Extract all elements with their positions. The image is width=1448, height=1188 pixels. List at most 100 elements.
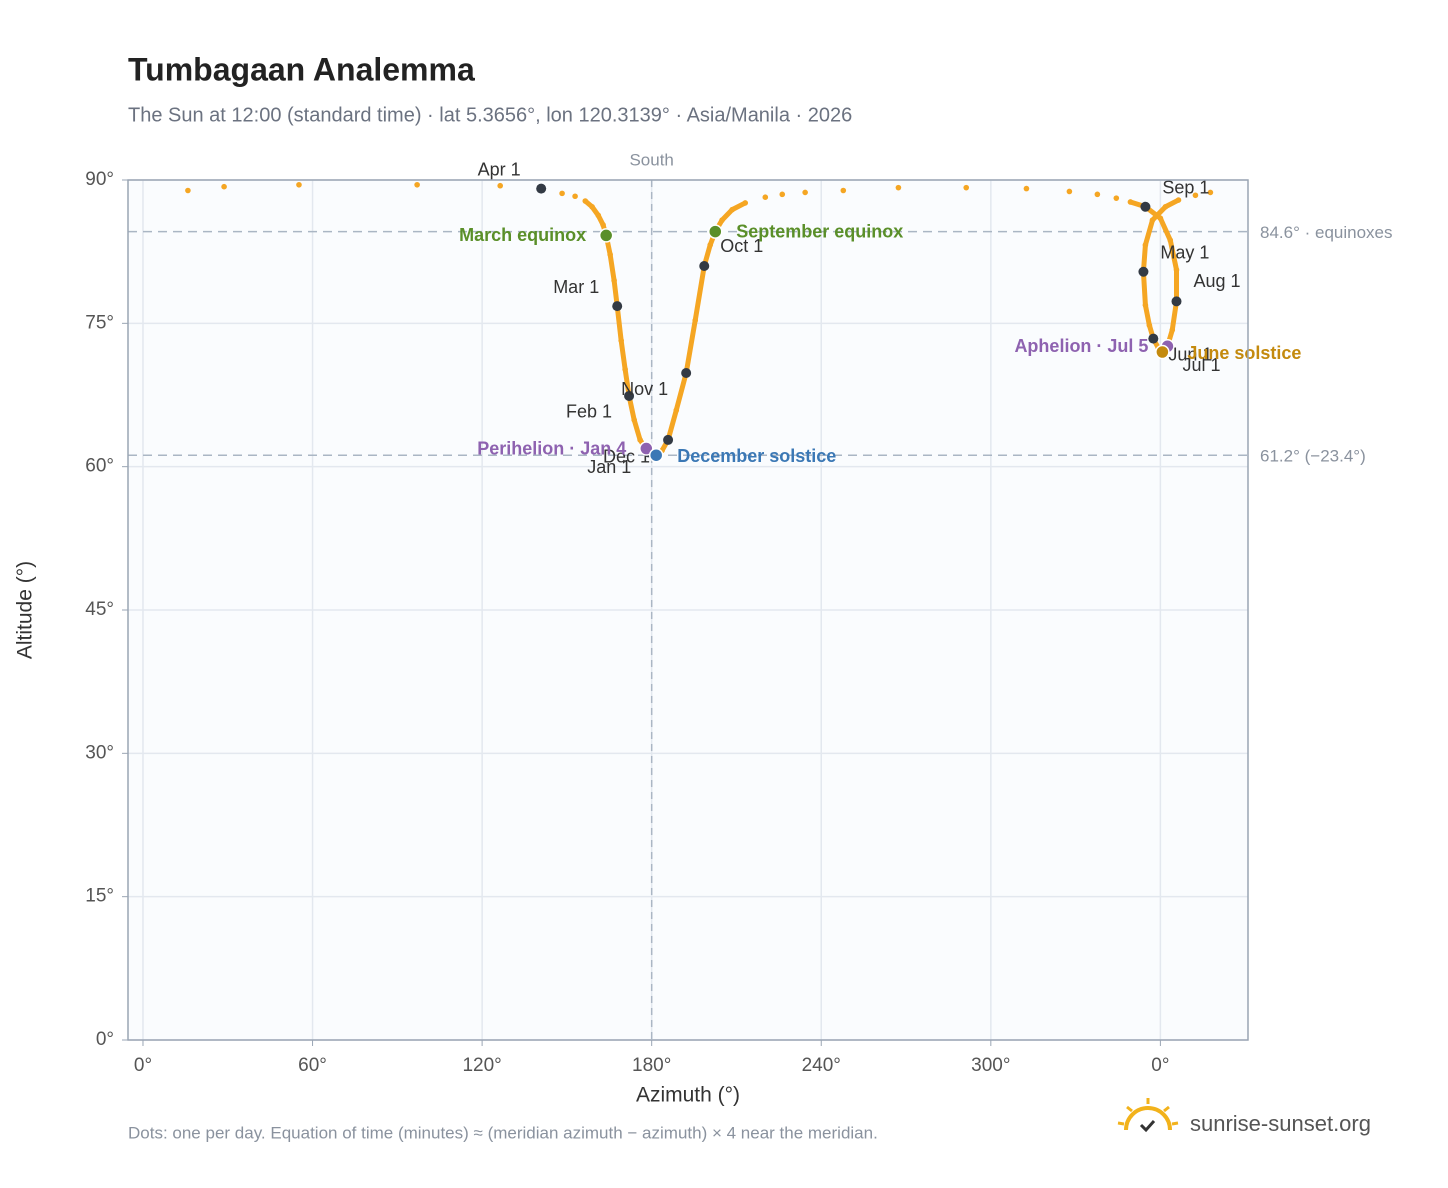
month-label: Aug 1 bbox=[1193, 271, 1240, 291]
daily-dot bbox=[600, 222, 606, 228]
y-axis-label: Altitude (°) bbox=[14, 561, 37, 659]
analemma-segment bbox=[607, 252, 617, 283]
chart-title: Tumbagaan Analemma bbox=[128, 51, 475, 87]
analemma-segment bbox=[614, 303, 624, 344]
month-label: Jan 1 bbox=[587, 457, 631, 477]
daily-dot bbox=[622, 366, 628, 373]
event-dot bbox=[708, 224, 723, 239]
analemma-segment bbox=[1142, 302, 1152, 328]
meridian-label: South bbox=[629, 150, 673, 169]
daily-dot bbox=[1149, 217, 1156, 223]
month-dot bbox=[536, 183, 547, 194]
event-label: Aphelion · Jul 5 bbox=[1014, 336, 1148, 356]
x-tick-label: 0° bbox=[134, 1055, 152, 1076]
month-dot bbox=[624, 390, 635, 401]
analemma-segment bbox=[673, 370, 689, 413]
event-label: December solstice bbox=[677, 446, 836, 466]
daily-dot bbox=[1094, 191, 1101, 198]
month-label: Feb 1 bbox=[566, 402, 612, 422]
daily-dot bbox=[1142, 302, 1149, 308]
analemma-segment bbox=[1140, 269, 1148, 308]
daily-dot bbox=[185, 187, 191, 194]
month-label: Jun 1 bbox=[1168, 344, 1212, 364]
daily-dot bbox=[1169, 327, 1176, 333]
y-tick-label: 75° bbox=[85, 312, 114, 333]
daily-dot bbox=[729, 206, 736, 213]
month-label: Apr 1 bbox=[478, 159, 521, 179]
x-tick-label: 180° bbox=[632, 1055, 671, 1076]
daily-dot bbox=[221, 183, 227, 190]
month-dot bbox=[1171, 296, 1182, 307]
daily-dot bbox=[595, 212, 602, 219]
daily-dot bbox=[707, 242, 713, 248]
analemma-segment bbox=[1149, 204, 1168, 223]
daily-dot bbox=[802, 189, 808, 196]
daily-dot bbox=[1162, 203, 1169, 210]
analemma-segment bbox=[1157, 215, 1173, 243]
y-tick-label: 45° bbox=[85, 599, 114, 620]
analemma-segment bbox=[618, 338, 628, 372]
daily-dot bbox=[497, 182, 504, 189]
daily-dot bbox=[895, 184, 902, 191]
month-dot bbox=[1140, 201, 1151, 212]
event-label: March equinox bbox=[459, 225, 586, 245]
month-label: Dec 1 bbox=[603, 447, 650, 467]
daily-dot bbox=[719, 217, 725, 223]
month-dot bbox=[699, 261, 710, 271]
event-label: Perihelion · Jan 4 bbox=[477, 438, 626, 458]
daily-dot bbox=[963, 184, 970, 191]
daily-dot bbox=[589, 203, 595, 210]
chart-subtitle: The Sun at 12:00 (standard time) · lat 5… bbox=[128, 104, 852, 126]
x-axis-label: Azimuth (°) bbox=[636, 1084, 740, 1107]
x-tick-label: 0° bbox=[1151, 1055, 1169, 1076]
daily-dot bbox=[1113, 195, 1120, 201]
daily-dot bbox=[692, 317, 699, 324]
daily-dot bbox=[1066, 188, 1073, 195]
analemma-segment bbox=[683, 317, 698, 376]
daily-dot bbox=[1175, 197, 1182, 203]
month-dot bbox=[1138, 266, 1149, 277]
month-label: Sep 1 bbox=[1162, 178, 1209, 198]
analemma-segment bbox=[631, 417, 643, 443]
daily-dot bbox=[618, 337, 624, 344]
daily-dot bbox=[572, 193, 578, 200]
event-label: September equinox bbox=[736, 221, 903, 241]
daily-dot bbox=[1157, 215, 1164, 222]
x-tick-label: 60° bbox=[298, 1055, 327, 1076]
x-tick-label: 120° bbox=[462, 1055, 501, 1076]
month-label: Nov 1 bbox=[621, 379, 668, 399]
daily-dot bbox=[1173, 267, 1180, 273]
daily-dot bbox=[1207, 189, 1214, 196]
y-tick-label: 90° bbox=[85, 169, 114, 190]
daily-dot bbox=[1167, 237, 1174, 243]
daily-dot bbox=[414, 181, 420, 188]
daily-dot bbox=[779, 191, 786, 198]
daily-dot bbox=[1192, 192, 1199, 199]
footnote: Dots: one per day. Equation of time (min… bbox=[128, 1123, 878, 1142]
daily-dot bbox=[559, 190, 565, 197]
analemma-segment bbox=[1167, 237, 1179, 273]
analemma-segment bbox=[665, 407, 679, 443]
daily-dot bbox=[762, 194, 769, 200]
month-dot bbox=[663, 434, 674, 445]
daily-dot bbox=[673, 407, 680, 414]
daily-dot bbox=[611, 277, 617, 284]
reference-label: 84.6° · equinoxes bbox=[1260, 223, 1393, 242]
month-dot bbox=[612, 301, 623, 312]
daily-dot bbox=[1146, 322, 1153, 329]
month-label: May 1 bbox=[1160, 242, 1209, 262]
daily-dot bbox=[637, 437, 643, 443]
daily-dot bbox=[607, 251, 613, 258]
x-tick-label: 240° bbox=[802, 1055, 841, 1076]
analemma-segment bbox=[1142, 217, 1155, 248]
brand-logo bbox=[1117, 1098, 1179, 1133]
month-label: Mar 1 bbox=[553, 277, 599, 297]
daily-dot bbox=[742, 200, 749, 206]
daily-dot bbox=[296, 181, 302, 188]
y-tick-label: 0° bbox=[96, 1029, 114, 1050]
daily-dot bbox=[840, 187, 847, 194]
event-label: June solstice bbox=[1187, 343, 1301, 363]
month-dot bbox=[1148, 333, 1159, 344]
daily-dot bbox=[1023, 185, 1030, 192]
